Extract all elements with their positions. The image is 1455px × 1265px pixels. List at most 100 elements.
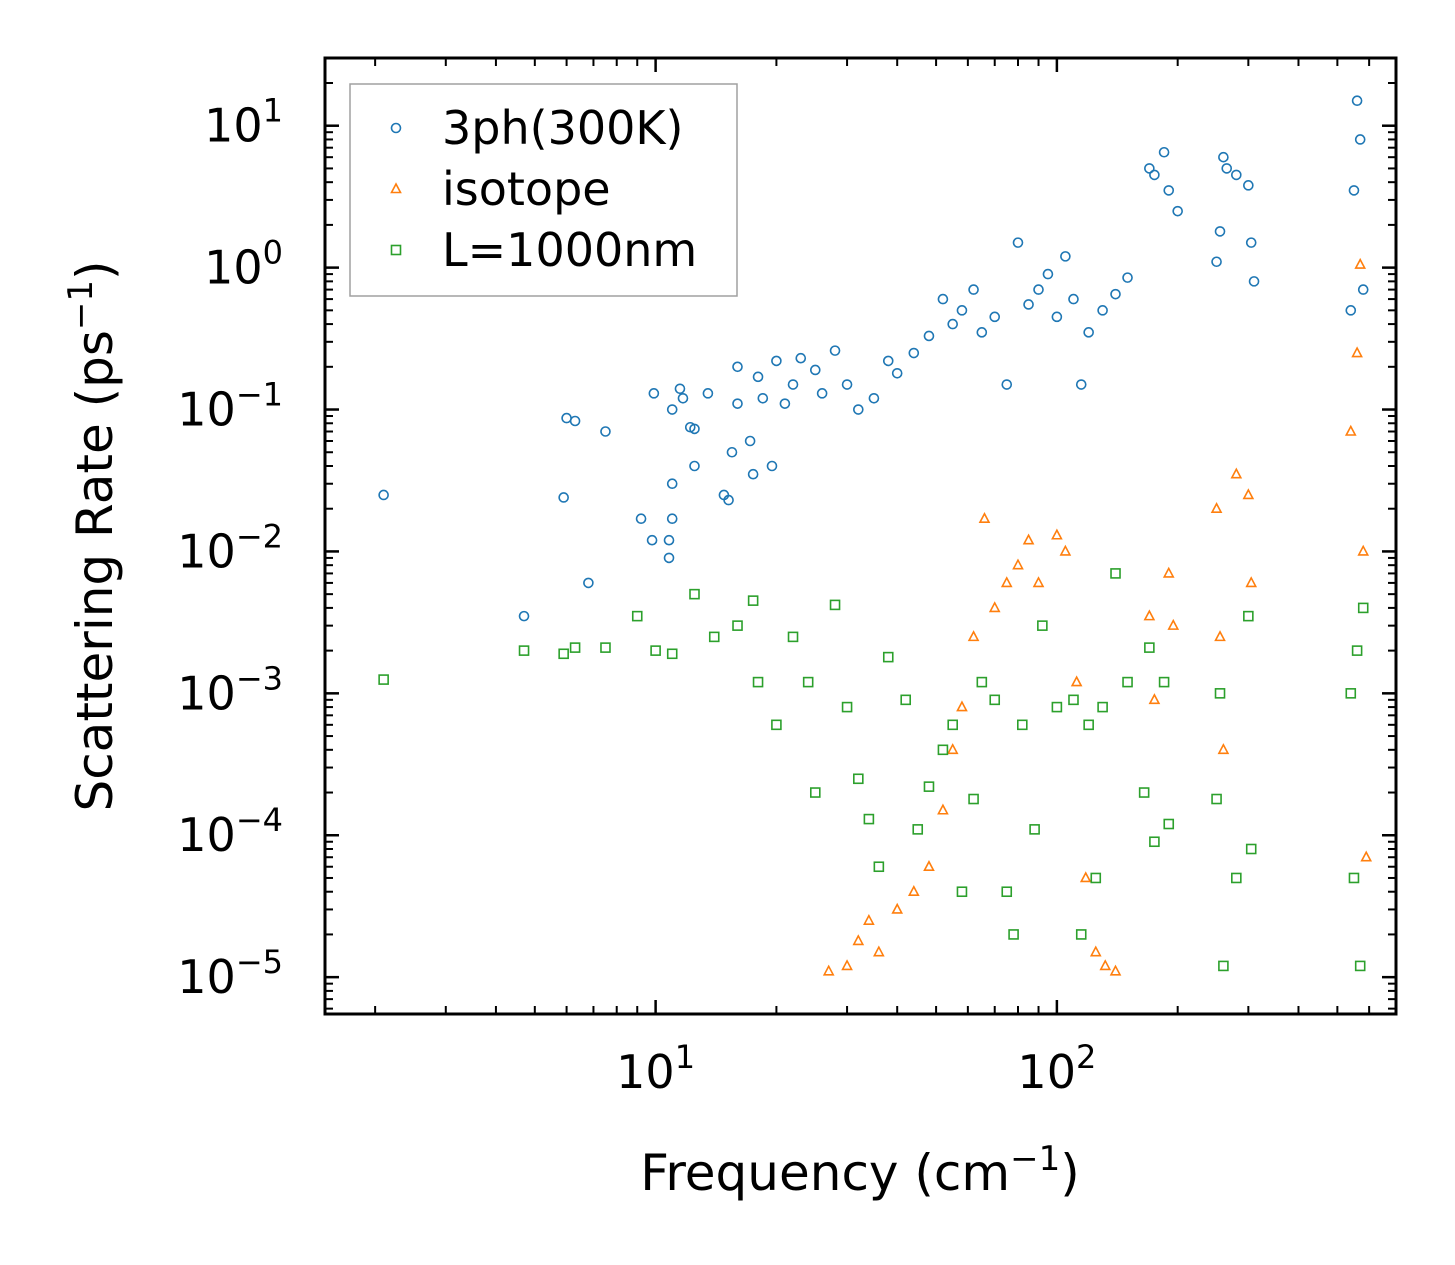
data-point [809, 364, 821, 376]
data-point [378, 489, 389, 501]
data-point [726, 446, 738, 458]
data-point [666, 648, 678, 660]
axis-ticks [325, 57, 1397, 1014]
data-point [1097, 701, 1108, 713]
data-point [937, 803, 949, 815]
data-point [666, 404, 678, 415]
y-tick-label: 10−5 [177, 943, 283, 1004]
x-tick-label: 102 [1017, 1038, 1096, 1099]
data-point [1231, 872, 1242, 884]
data-point [674, 383, 686, 395]
data-point [1348, 185, 1360, 196]
legend-box [349, 83, 738, 297]
data-point [1012, 237, 1024, 248]
data-point [1245, 576, 1258, 588]
data-point [583, 577, 594, 589]
data-point [677, 392, 689, 404]
data-point [1210, 502, 1223, 514]
data-point [1357, 284, 1369, 295]
data-point [1214, 688, 1226, 699]
data-point [802, 676, 814, 688]
data-point [1218, 960, 1229, 972]
data-point [882, 651, 894, 663]
data-point [912, 824, 924, 835]
data-point [708, 631, 720, 643]
data-point [1144, 642, 1155, 653]
data-point [689, 588, 700, 600]
data-point [809, 787, 821, 798]
data-point [1144, 163, 1155, 174]
data-point [732, 361, 743, 373]
legend-marker-circle [390, 122, 402, 134]
data-point [646, 534, 658, 546]
data-point [1099, 959, 1112, 971]
data-point [1070, 675, 1083, 687]
data-point [600, 642, 611, 653]
y-tick-label: 10−2 [177, 517, 283, 578]
data-point [1097, 305, 1108, 316]
data-point [976, 327, 988, 338]
data-point [757, 392, 769, 404]
data-point [1221, 163, 1233, 174]
data-point [841, 379, 853, 390]
data-point [518, 645, 530, 656]
data-point [873, 861, 885, 873]
data-point [1158, 676, 1170, 688]
data-point [787, 379, 799, 390]
data-point [1017, 719, 1028, 731]
data-point [1068, 694, 1079, 706]
data-point [1167, 618, 1180, 630]
data-point [1243, 180, 1254, 191]
legend-label: L=1000nm [442, 223, 697, 277]
data-point [923, 860, 935, 872]
data-point [1248, 276, 1260, 287]
data-point [1230, 467, 1243, 479]
data-point [1345, 305, 1357, 316]
data-point [1360, 850, 1373, 862]
y-tick-label: 10−4 [177, 801, 283, 862]
data-point [1012, 558, 1024, 570]
data-point [1089, 945, 1102, 957]
data-point [752, 371, 764, 383]
data-point [663, 534, 675, 546]
data-point [829, 345, 841, 356]
data-point [1149, 169, 1160, 181]
data-point [1033, 284, 1044, 295]
data-point [569, 642, 581, 653]
data-point [1083, 719, 1094, 731]
data-point [1143, 609, 1156, 621]
data-point [1211, 256, 1222, 268]
data-point [1051, 528, 1063, 540]
data-point [558, 648, 569, 660]
data-point [1029, 824, 1040, 835]
data-point [1351, 645, 1363, 656]
data-point [956, 700, 968, 712]
data-point [841, 959, 853, 971]
data-point [771, 355, 782, 367]
data-point [1217, 743, 1230, 755]
data-point [558, 492, 569, 503]
data-point [689, 460, 700, 472]
series-0 [378, 95, 1369, 622]
data-point [937, 293, 949, 305]
data-point [1218, 151, 1229, 163]
data-point [732, 620, 743, 631]
data-point [752, 676, 764, 688]
data-point [923, 781, 935, 792]
data-point [1037, 620, 1048, 631]
data-point [663, 552, 675, 564]
series-1 [822, 257, 1373, 976]
data-point [747, 468, 759, 480]
data-point [600, 426, 611, 437]
data-point [1245, 843, 1257, 855]
data-point [891, 367, 903, 379]
data-point [1214, 226, 1226, 237]
data-point [956, 305, 968, 316]
x-tick-label: 101 [616, 1038, 695, 1099]
data-point [1351, 346, 1363, 358]
data-point [1214, 630, 1226, 642]
data-point [1060, 251, 1071, 262]
data-point [868, 392, 880, 404]
data-point [947, 719, 958, 731]
data-point [744, 435, 756, 447]
